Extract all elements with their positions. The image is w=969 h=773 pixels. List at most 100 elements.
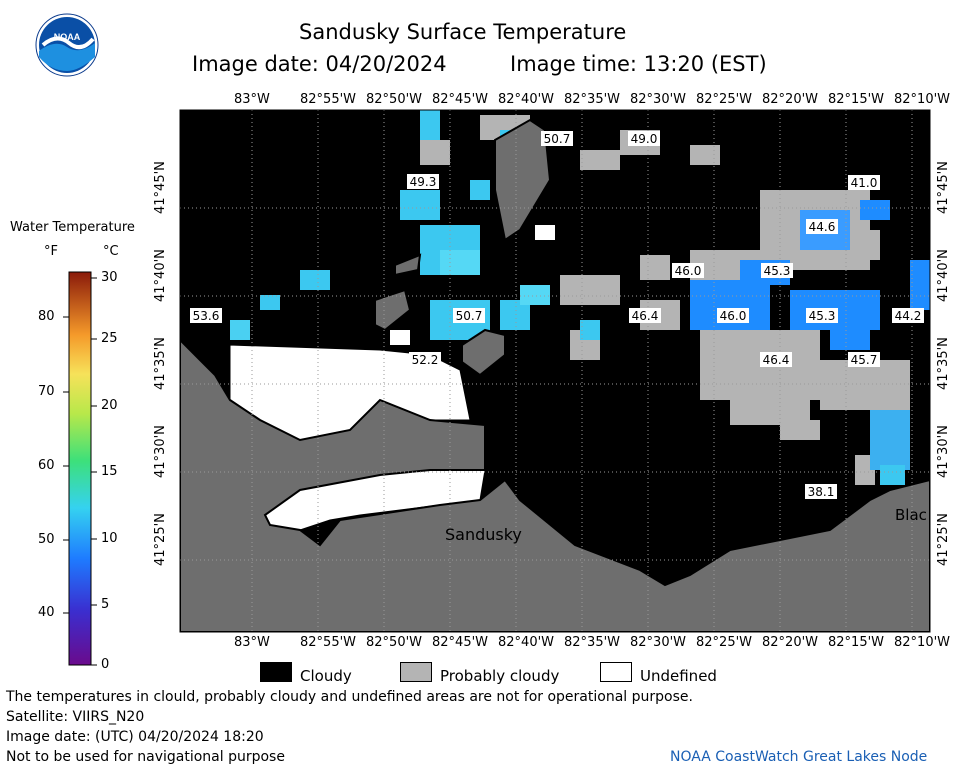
right-latitude-label: 41°25'N — [936, 513, 951, 566]
credit-text: NOAA CoastWatch Great Lakes Node — [670, 749, 928, 765]
bottom-longitude-label: 83°W — [234, 635, 270, 650]
legend-undefined-label: Undefined — [640, 667, 717, 685]
place-sandusky: Sandusky — [445, 525, 522, 544]
noaa-logo-text: NOAA — [54, 32, 81, 42]
temperature-label-box — [848, 352, 880, 367]
top-longitude-label: 82°55'W — [300, 92, 357, 107]
left-latitude-label: 41°25'N — [153, 513, 168, 566]
temperature-label-box — [190, 308, 222, 323]
colorbar-celsius-tick: 20 — [101, 398, 118, 413]
right-latitude-label: 41°30'N — [936, 425, 951, 478]
top-longitude-label: 82°30'W — [630, 92, 687, 107]
bottom-longitude-label: 82°15'W — [828, 635, 885, 650]
legend-cloudy-swatch — [260, 662, 292, 682]
temperature-label: 52.2 — [412, 353, 439, 367]
left-latitude-label: 41°40'N — [153, 249, 168, 302]
top-longitude-label: 83°W — [234, 92, 270, 107]
bottom-longitude-label: 82°25'W — [696, 635, 753, 650]
temperature-label-box — [453, 308, 485, 323]
legend-probably-cloudy-label: Probably cloudy — [440, 667, 560, 685]
temperature-label-box — [848, 175, 880, 190]
temperature-label-box — [806, 219, 838, 234]
right-latitude-label: 41°45'N — [936, 161, 951, 214]
temperature-label: 49.3 — [410, 175, 437, 189]
temperature-label-box — [806, 308, 838, 323]
undefined-areas — [229, 225, 555, 531]
bottom-longitude-label: 82°20'W — [762, 635, 819, 650]
colorbar-fahrenheit-tick: 50 — [38, 532, 55, 547]
colorbar-celsius-tick: 30 — [101, 270, 118, 285]
top-longitude-label: 82°50'W — [366, 92, 423, 107]
temperature-label-box — [717, 308, 749, 323]
temperature-label: 46.4 — [763, 353, 790, 367]
bottom-longitude-label: 82°10'W — [894, 635, 951, 650]
bottom-longitude-label: 82°55'W — [300, 635, 357, 650]
temperature-label-box — [760, 352, 792, 367]
temperature-label: 44.6 — [809, 220, 836, 234]
left-latitude-label: 41°30'N — [153, 425, 168, 478]
image-date: Image date: 04/20/2024 — [192, 52, 447, 76]
top-longitude-label: 82°20'W — [762, 92, 819, 107]
temperature-label-box — [672, 263, 704, 278]
colorbar-celsius-tick: 5 — [101, 597, 110, 612]
water-temperature-areas — [230, 110, 930, 485]
temperature-label: 50.7 — [544, 132, 571, 146]
colorbar-fahrenheit-tick: 40 — [38, 605, 55, 620]
top-longitude-label: 82°35'W — [564, 92, 621, 107]
temperature-label: 45.7 — [851, 353, 878, 367]
left-latitude-label: 41°35'N — [153, 337, 168, 390]
map-panel — [180, 110, 930, 632]
unit-fahrenheit: °F — [44, 244, 58, 259]
image-time: Image time: 13:20 (EST) — [510, 52, 767, 76]
colorbar-celsius-tick: 0 — [101, 657, 110, 672]
temperature-label: 49.0 — [631, 132, 658, 146]
colorbar-fahrenheit-tick: 60 — [38, 458, 55, 473]
bottom-longitude-label: 82°30'W — [630, 635, 687, 650]
colorbar-celsius-tick: 15 — [101, 464, 118, 479]
utc-date-text: Image date: (UTC) 04/20/2024 18:20 — [6, 729, 264, 745]
islands — [374, 118, 552, 377]
disclaimer-text: The temperatures in clould, probably clo… — [6, 689, 693, 705]
land-shore — [180, 338, 930, 632]
bottom-longitude-label: 82°45'W — [432, 635, 489, 650]
colorbar-fahrenheit-tick: 70 — [38, 384, 55, 399]
top-longitude-label: 82°15'W — [828, 92, 885, 107]
top-longitude-label: 82°40'W — [498, 92, 555, 107]
left-latitude-label: 41°45'N — [153, 161, 168, 214]
legend-cloudy-label: Cloudy — [300, 667, 352, 685]
temperature-label: 38.1 — [808, 485, 835, 499]
temperature-label: 46.0 — [720, 309, 747, 323]
temperature-label: 46.4 — [632, 309, 659, 323]
temperature-label-box — [761, 263, 793, 278]
temperature-label-box — [628, 131, 660, 146]
top-longitude-label: 82°45'W — [432, 92, 489, 107]
top-longitude-label: 82°10'W — [894, 92, 951, 107]
bottom-longitude-label: 82°40'W — [498, 635, 555, 650]
temperature-label-box — [629, 308, 661, 323]
temperature-label-box — [541, 131, 573, 146]
temperature-label-box — [409, 352, 441, 367]
temperature-label: 53.6 — [193, 309, 220, 323]
colorbar-celsius-tick: 10 — [101, 531, 118, 546]
temperature-label: 44.2 — [895, 309, 922, 323]
right-latitude-label: 41°35'N — [936, 337, 951, 390]
place-black: Blac — [895, 506, 927, 524]
page-title: Sandusky Surface Temperature — [299, 20, 627, 44]
temperature-label: 45.3 — [764, 264, 791, 278]
map-frame — [179, 109, 931, 633]
map-grid — [180, 110, 930, 632]
temperature-label-box — [892, 308, 924, 323]
satellite-text: Satellite: VIIRS_N20 — [6, 709, 145, 725]
temperature-label: 50.7 — [456, 309, 483, 323]
legend-undefined-swatch — [600, 662, 632, 682]
temperature-label: 45.3 — [809, 309, 836, 323]
right-latitude-label: 41°40'N — [936, 249, 951, 302]
unit-celsius: °C — [103, 244, 119, 259]
temperature-label-box — [407, 174, 439, 189]
top-longitude-label: 82°25'W — [696, 92, 753, 107]
noaa-logo-icon: NOAA — [35, 13, 99, 77]
colorbar-celsius-tick: 25 — [101, 331, 118, 346]
bottom-longitude-label: 82°50'W — [366, 635, 423, 650]
navigation-note: Not to be used for navigational purpose — [6, 749, 285, 765]
